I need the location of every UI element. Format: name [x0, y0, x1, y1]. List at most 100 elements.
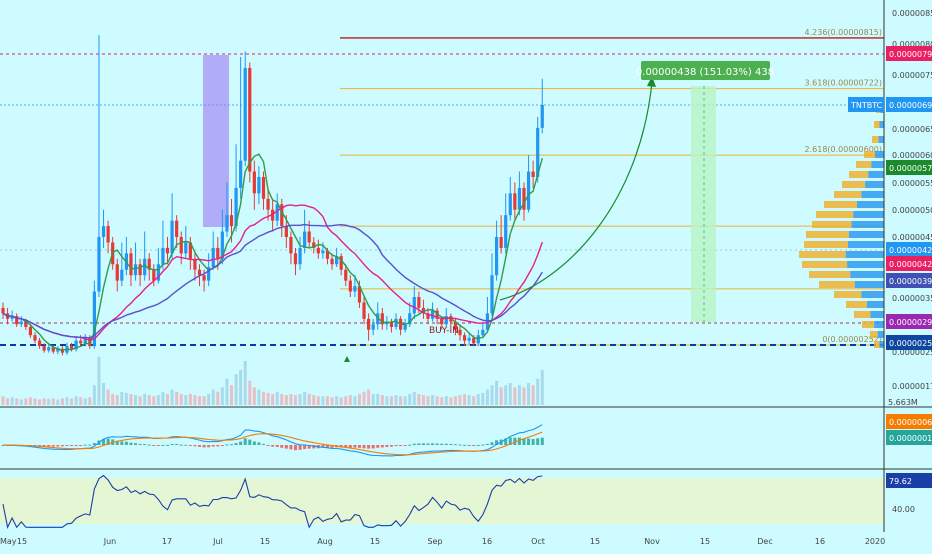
candle-body-4: [19, 321, 23, 325]
time-tick-3: 17: [162, 537, 172, 546]
price-tick-4: 0.00000650: [892, 125, 932, 134]
time-tick-9: 16: [482, 537, 492, 546]
vprofile-bar-down-20: [874, 321, 884, 328]
candle-body-64: [293, 253, 298, 265]
volume-bar-114: [522, 387, 526, 405]
volume-bar-98: [449, 397, 453, 405]
long-ma-line: [2, 223, 543, 339]
candle-body-45: [207, 267, 211, 281]
macd-hist-bar-45: [207, 445, 211, 448]
vprofile-bar-up-18: [846, 301, 867, 308]
volume-bar-104: [476, 394, 480, 405]
vprofile-bar-up-11: [806, 231, 849, 238]
macd-hist-bar-31: [143, 444, 147, 446]
candle-body-52: [239, 160, 243, 188]
rsi-line: [2, 474, 543, 530]
time-axis[interactable]: May 15 Jun 17 Jul 15 Aug 15 Sep 16 Oct 15 Nov 15 Dec 16…: [0, 532, 932, 550]
macd-hist-bar-83: [380, 445, 384, 448]
macd-hist-bar-14: [65, 445, 69, 446]
macd-hist-bar-96: [440, 443, 444, 445]
candle-body-0: [1, 307, 5, 314]
macd-volume-label: 5.663M: [888, 398, 918, 407]
symbol-tag-box: [848, 97, 884, 112]
candle-body-21: [97, 237, 101, 292]
volume-bar-75: [344, 396, 348, 405]
volume-bar-115: [527, 383, 531, 405]
candle-body-44: [202, 275, 206, 281]
candle-body-57: [261, 177, 266, 199]
candle-body-49: [225, 215, 229, 232]
macd-hist-bar-11: [51, 445, 55, 447]
candle-body-5: [24, 321, 28, 327]
volume-bar-96: [440, 397, 444, 405]
candle-body-117: [536, 127, 540, 177]
candle-body-86: [394, 318, 398, 327]
macd-hist-bar-63: [289, 445, 293, 450]
macd-hist-bar-64: [293, 445, 297, 451]
candle-body-77: [353, 286, 357, 292]
macd-hist-bar-58: [266, 445, 270, 446]
vprofile-bar-down-15: [850, 271, 884, 278]
macd-hist-bar-104: [476, 444, 480, 446]
rsi-pane: [0, 474, 884, 530]
macd-hist-bar-33: [152, 445, 156, 446]
macd-hist-bar-67: [307, 445, 311, 449]
vprofile-bar-down-5: [868, 171, 884, 178]
candle-body-67: [307, 231, 311, 243]
macd-hist-bar-107: [490, 442, 494, 445]
price-tick-5: 0.00000600: [892, 151, 932, 160]
time-tick-7: 15: [370, 537, 380, 546]
vprofile-bar-up-2: [872, 136, 879, 143]
candle-body-68: [312, 242, 316, 248]
candle-body-35: [161, 247, 165, 265]
price-label-box-level-290: [886, 314, 932, 329]
candle-body-26: [120, 269, 124, 281]
volume-bar-8: [38, 399, 42, 405]
volume-bar-88: [403, 396, 407, 405]
macd-hist-bar-76: [348, 445, 352, 448]
time-tick-10: Oct: [531, 537, 545, 546]
volume-bar-1: [6, 398, 10, 405]
volume-bar-11: [51, 398, 55, 405]
volume-bar-46: [211, 389, 215, 405]
macd-hist-bar-101: [463, 444, 467, 446]
candle-body-56: [257, 177, 261, 194]
macd-hist-bar-86: [394, 445, 398, 447]
macd-hist-bar-111: [508, 437, 512, 445]
candle-body-25: [115, 264, 119, 281]
macd-hist-bar-71: [325, 445, 329, 448]
volume-bar-44: [202, 396, 206, 405]
target-label: 0.00000438 (151.03%) 438: [636, 67, 774, 78]
macd-hist-bar-59: [271, 445, 275, 447]
vprofile-bar-down-1: [879, 121, 884, 128]
candle-body-55: [252, 171, 256, 194]
price-axis[interactable]: 0.000008500.000008000.000007500.00000700…: [0, 0, 932, 532]
volume-bar-113: [517, 385, 521, 405]
volume-bar-101: [463, 394, 467, 405]
candle-body-17: [79, 340, 83, 344]
volume-bar-49: [225, 378, 229, 405]
macd-hist-bar-117: [536, 438, 540, 445]
time-tick-12: Nov: [644, 537, 660, 546]
macd-line: [2, 424, 543, 457]
volume-bar-105: [481, 392, 485, 405]
volume-bar-87: [399, 396, 403, 405]
macd-hist-bar-100: [458, 444, 462, 446]
volume-bar-50: [230, 385, 233, 405]
volume-bar-64: [293, 395, 297, 405]
macd-hist-bar-61: [280, 445, 284, 448]
macd-hist-bar-39: [179, 444, 183, 446]
highlight-rect: [203, 55, 229, 227]
volume-bar-24: [111, 394, 115, 405]
macd-hist-bar-113: [517, 437, 521, 445]
macd-hist-bar-65: [298, 445, 302, 450]
candle-body-76: [348, 280, 352, 292]
macd-hist-bar-88: [403, 445, 407, 446]
rsi-value: 79.62: [889, 477, 912, 486]
volume-bar-27: [124, 392, 128, 405]
price-label-box-level-396: [886, 273, 932, 288]
volume-bar-100: [458, 395, 462, 405]
volume-bar-17: [79, 397, 83, 405]
